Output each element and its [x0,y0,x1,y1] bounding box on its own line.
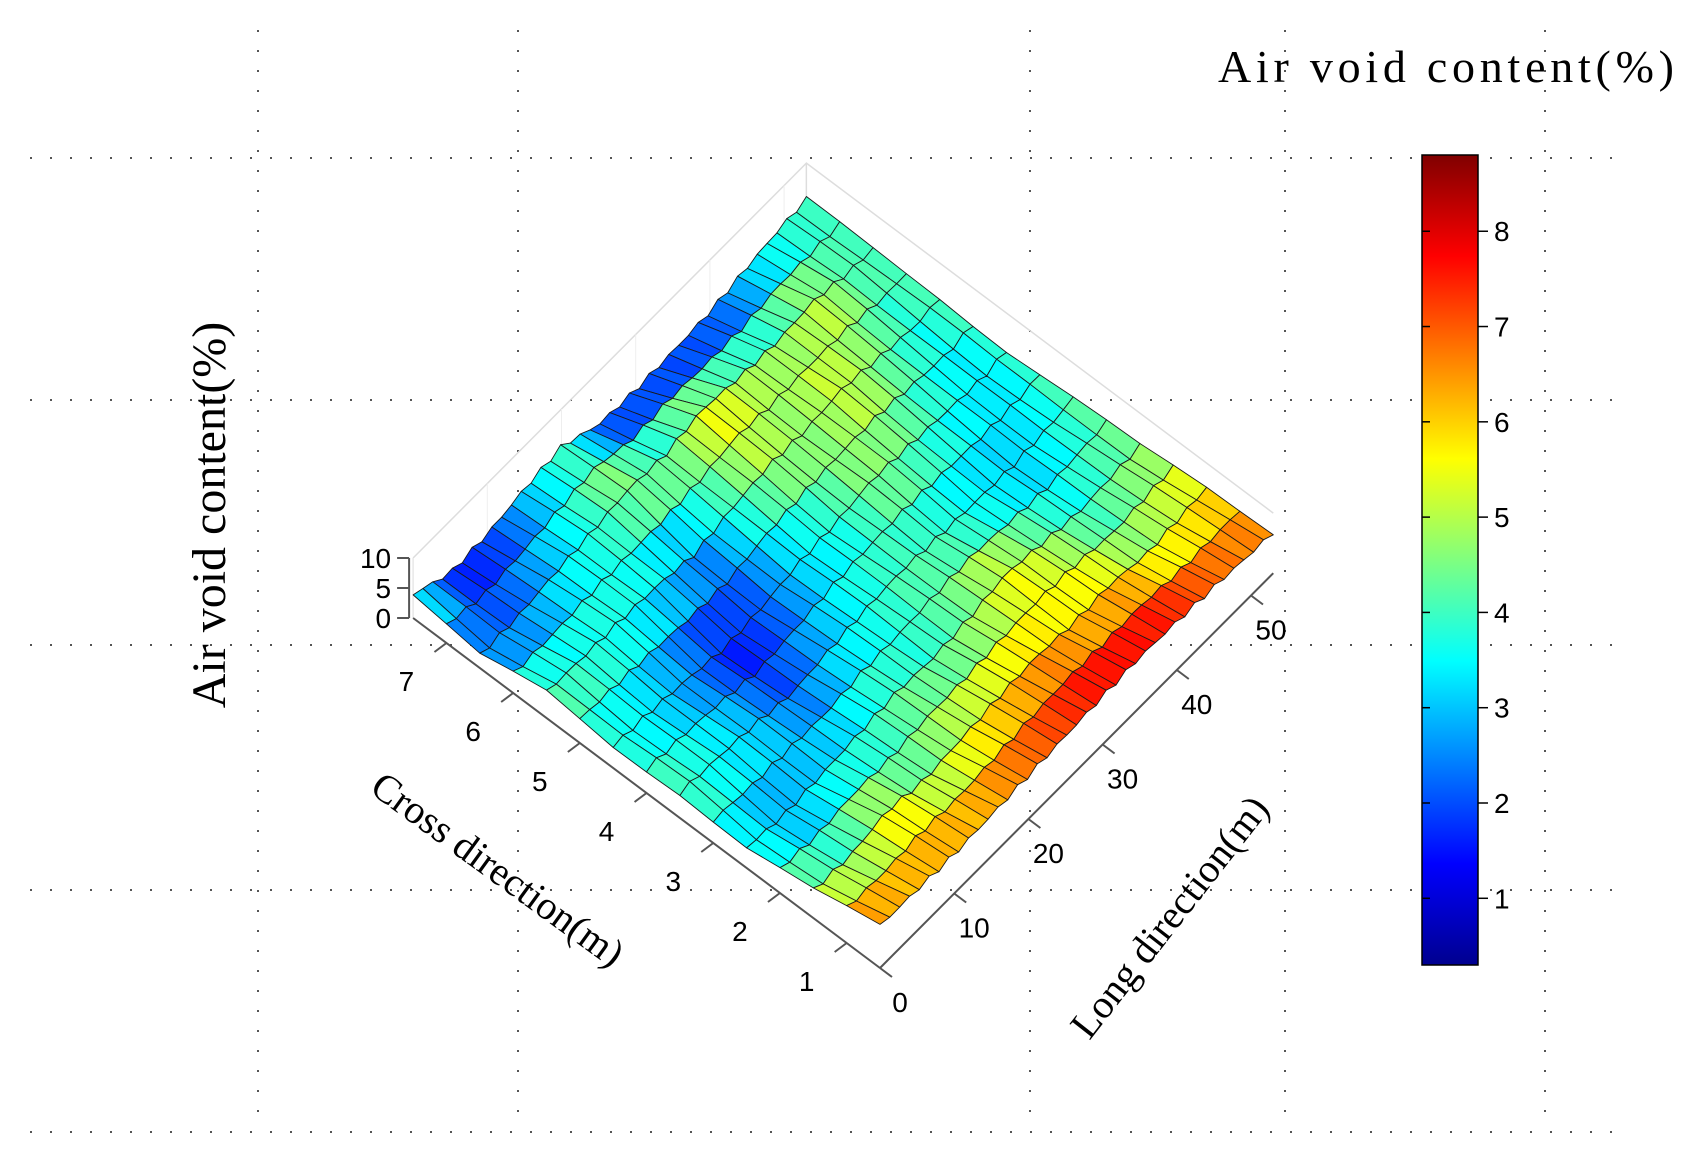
z-tick-label: 10 [360,543,391,574]
long-tick-mark [1101,743,1116,755]
cross-tick-mark [433,642,448,653]
cross-tick-mark [834,942,848,953]
long-tick-mark [879,967,893,978]
z-tick-label: 0 [376,603,392,634]
long-tick-label: 30 [1107,764,1138,795]
cross-tick-mark [500,692,514,703]
cross-tick-mark [700,842,714,853]
long-tick-label: 40 [1181,689,1212,720]
z-axis-label: Air void content(%) [183,322,236,709]
long-tick-label: 20 [1033,838,1064,869]
surface-patch [846,900,891,925]
colorbar-tick-label: 2 [1494,788,1510,819]
long-direction-axis-label: Long direction(m) [1061,787,1278,1047]
long-tick-label: 0 [892,987,908,1018]
long-tick-label: 50 [1255,615,1286,646]
cross-direction-axis-label: Cross direction(m) [363,762,633,975]
cross-tick-label: 7 [399,666,415,697]
colorbar-tick-label: 5 [1494,502,1510,533]
long-tick-mark [1250,594,1264,606]
cross-tick-mark [567,742,581,753]
cross-tick-label: 6 [465,716,481,747]
cross-tick-label: 1 [799,966,815,997]
colorbar-tick-label: 4 [1494,597,1510,628]
cross-tick-label: 4 [599,816,615,847]
colorbar-tick-label: 7 [1494,312,1510,343]
long-tick-mark [1027,818,1042,829]
cross-tick-label: 3 [665,866,681,897]
colorbar-tick-label: 3 [1494,693,1510,724]
long-axis-line [879,572,1274,969]
cross-tick-mark [767,892,781,903]
z-tick-label: 5 [376,573,392,604]
colorbar-tick-label: 8 [1494,216,1510,247]
colorbar-title: Air void content(%) [1218,41,1674,92]
surface-patches [412,196,1274,925]
colorbar-tick-label: 1 [1494,883,1510,914]
cross-tick-label: 5 [532,766,548,797]
box-edge-top [412,162,1274,559]
long-tick-mark [1176,669,1190,680]
colorbar-gradient [1421,154,1479,966]
cross-tick-mark [633,792,648,803]
long-tick-mark [953,892,967,904]
colorbar-tick-label: 6 [1494,407,1510,438]
colorbar: 1 2 3 4 5 6 7 8 [1421,154,1510,966]
cross-tick-label: 2 [732,916,748,947]
long-tick-label: 10 [959,913,990,944]
